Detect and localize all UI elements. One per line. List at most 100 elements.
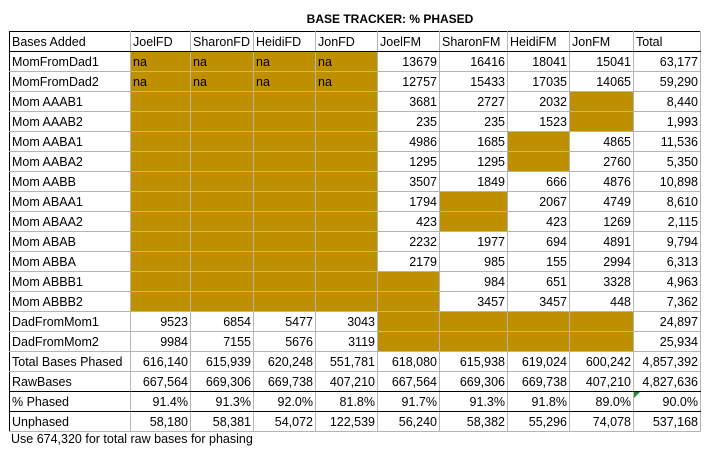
cell-mom-abaa2-joelfm[interactable]: 423: [377, 211, 440, 232]
cell-mom-abba-sharonfd[interactable]: [190, 251, 254, 272]
cell-mom-abab-heidifd[interactable]: [253, 231, 316, 252]
cell-momfromdad2-total[interactable]: 59,290: [633, 71, 701, 92]
cell-dadfrommom1-heidifm[interactable]: [507, 311, 570, 332]
cell-dadfrommom1-jonfm[interactable]: [569, 311, 634, 332]
cell-mom-aabb-jonfm[interactable]: 4876: [569, 171, 634, 192]
cell-mom-abaa1-sharonfd[interactable]: [190, 191, 254, 212]
cell-mom-aabb-joelfd[interactable]: [130, 171, 191, 192]
cell-dadfrommom1-joelfd[interactable]: 9523: [130, 311, 191, 332]
cell-momfromdad1-joelfm[interactable]: 13679: [377, 51, 440, 72]
cell-mom-abbb2-heidifd[interactable]: [253, 291, 316, 312]
cell-mom-aaab2-sharonfd[interactable]: [190, 111, 254, 132]
cell-mom-aaba2-sharonfm[interactable]: 1295: [439, 151, 508, 172]
cell-mom-abaa1-joelfd[interactable]: [130, 191, 191, 212]
cell-mom-abaa1-jonfm[interactable]: 4749: [569, 191, 634, 212]
column-header-jonfm[interactable]: JonFM: [569, 31, 634, 52]
cell-mom-abba-sharonfm[interactable]: 985: [439, 251, 508, 272]
cell-phased-heidifd[interactable]: 92.0%: [253, 391, 316, 412]
cell-mom-aaba2-joelfm[interactable]: 1295: [377, 151, 440, 172]
column-header-joelfm[interactable]: JoelFM: [377, 31, 440, 52]
cell-mom-aaba2-jonfm[interactable]: 2760: [569, 151, 634, 172]
cell-momfromdad1-sharonfd[interactable]: na: [190, 51, 254, 72]
cell-mom-aaab2-total[interactable]: 1,993: [633, 111, 701, 132]
cell-mom-abbb2-joelfm[interactable]: [377, 291, 440, 312]
cell-mom-aaba2-total[interactable]: 5,350: [633, 151, 701, 172]
cell-mom-aaab2-jonfd[interactable]: [315, 111, 378, 132]
cell-mom-abab-sharonfd[interactable]: [190, 231, 254, 252]
cell-mom-abbb1-sharonfd[interactable]: [190, 271, 254, 292]
cell-momfromdad2-heidifd[interactable]: na: [253, 71, 316, 92]
row-label-dadfrommom2[interactable]: DadFromMom2: [9, 331, 131, 352]
cell-mom-abaa2-sharonfm[interactable]: [439, 211, 508, 232]
cell-mom-abbb2-joelfd[interactable]: [130, 291, 191, 312]
cell-phased-jonfd[interactable]: 81.8%: [315, 391, 378, 412]
cell-phased-joelfm[interactable]: 91.7%: [377, 391, 440, 412]
cell-rawbases-total[interactable]: 4,827,636: [633, 371, 701, 392]
cell-rawbases-jonfm[interactable]: 407,210: [569, 371, 634, 392]
cell-dadfrommom1-sharonfm[interactable]: [439, 311, 508, 332]
cell-mom-abab-joelfm[interactable]: 2232: [377, 231, 440, 252]
cell-mom-abab-jonfd[interactable]: [315, 231, 378, 252]
cell-mom-abba-joelfm[interactable]: 2179: [377, 251, 440, 272]
column-header-heidifm[interactable]: HeidiFM: [507, 31, 570, 52]
cell-momfromdad2-jonfm[interactable]: 14065: [569, 71, 634, 92]
cell-dadfrommom2-heidifm[interactable]: [507, 331, 570, 352]
row-label-mom-aaba1[interactable]: Mom AABA1: [9, 131, 131, 152]
cell-mom-abab-joelfd[interactable]: [130, 231, 191, 252]
cell-mom-aaab1-joelfd[interactable]: [130, 91, 191, 112]
cell-unphased-joelfm[interactable]: 56,240: [377, 411, 440, 432]
cell-unphased-heidifd[interactable]: 54,072: [253, 411, 316, 432]
cell-mom-abaa1-jonfd[interactable]: [315, 191, 378, 212]
cell-mom-aaba1-heidifm[interactable]: [507, 131, 570, 152]
cell-mom-abba-heidifm[interactable]: 155: [507, 251, 570, 272]
row-label-mom-aabb[interactable]: Mom AABB: [9, 171, 131, 192]
cell-mom-aabb-heidifd[interactable]: [253, 171, 316, 192]
cell-phased-joelfd[interactable]: 91.4%: [130, 391, 191, 412]
cell-mom-abbb2-jonfm[interactable]: 448: [569, 291, 634, 312]
cell-mom-aaab1-heidifm[interactable]: 2032: [507, 91, 570, 112]
column-header-total[interactable]: Total: [633, 31, 701, 52]
row-label-dadfrommom1[interactable]: DadFromMom1: [9, 311, 131, 332]
cell-momfromdad2-heidifm[interactable]: 17035: [507, 71, 570, 92]
cell-mom-abbb2-jonfd[interactable]: [315, 291, 378, 312]
cell-mom-aaba1-jonfd[interactable]: [315, 131, 378, 152]
cell-mom-aaab2-heidifd[interactable]: [253, 111, 316, 132]
cell-dadfrommom2-total[interactable]: 25,934: [633, 331, 701, 352]
cell-mom-aaba2-heidifd[interactable]: [253, 151, 316, 172]
row-label-mom-aaab2[interactable]: Mom AAAB2: [9, 111, 131, 132]
cell-mom-aaba1-jonfm[interactable]: 4865: [569, 131, 634, 152]
cell-mom-abab-total[interactable]: 9,794: [633, 231, 701, 252]
cell-dadfrommom2-sharonfm[interactable]: [439, 331, 508, 352]
cell-mom-abbb1-sharonfm[interactable]: 984: [439, 271, 508, 292]
cell-mom-aaab1-jonfd[interactable]: [315, 91, 378, 112]
cell-dadfrommom2-jonfm[interactable]: [569, 331, 634, 352]
cell-mom-abbb1-jonfd[interactable]: [315, 271, 378, 292]
cell-momfromdad2-jonfd[interactable]: na: [315, 71, 378, 92]
cell-total-bases-phased-joelfd[interactable]: 616,140: [130, 351, 191, 372]
cell-mom-abaa2-heidifd[interactable]: [253, 211, 316, 232]
cell-momfromdad1-sharonfm[interactable]: 16416: [439, 51, 508, 72]
cell-mom-abaa2-jonfm[interactable]: 1269: [569, 211, 634, 232]
cell-rawbases-heidifm[interactable]: 669,738: [507, 371, 570, 392]
cell-mom-abbb2-sharonfm[interactable]: 3457: [439, 291, 508, 312]
row-label-mom-abab[interactable]: Mom ABAB: [9, 231, 131, 252]
cell-mom-aaab1-joelfm[interactable]: 3681: [377, 91, 440, 112]
cell-mom-abaa2-sharonfd[interactable]: [190, 211, 254, 232]
cell-mom-abba-total[interactable]: 6,313: [633, 251, 701, 272]
cell-mom-abaa2-joelfd[interactable]: [130, 211, 191, 232]
cell-rawbases-joelfd[interactable]: 667,564: [130, 371, 191, 392]
cell-mom-abaa1-sharonfm[interactable]: [439, 191, 508, 212]
cell-mom-abba-joelfd[interactable]: [130, 251, 191, 272]
cell-total-bases-phased-heidifd[interactable]: 620,248: [253, 351, 316, 372]
column-header-heidifd[interactable]: HeidiFD: [253, 31, 316, 52]
cell-total-bases-phased-sharonfd[interactable]: 615,939: [190, 351, 254, 372]
cell-phased-sharonfd[interactable]: 91.3%: [190, 391, 254, 412]
row-label-rawbases[interactable]: RawBases: [9, 371, 131, 392]
cell-mom-aabb-sharonfd[interactable]: [190, 171, 254, 192]
cell-momfromdad2-sharonfd[interactable]: na: [190, 71, 254, 92]
cell-mom-abbb1-heidifd[interactable]: [253, 271, 316, 292]
cell-mom-abbb2-total[interactable]: 7,362: [633, 291, 701, 312]
cell-mom-abaa1-heidifd[interactable]: [253, 191, 316, 212]
sheet-title[interactable]: BASE TRACKER: % PHASED: [306, 12, 474, 26]
cell-mom-abaa1-total[interactable]: 8,610: [633, 191, 701, 212]
